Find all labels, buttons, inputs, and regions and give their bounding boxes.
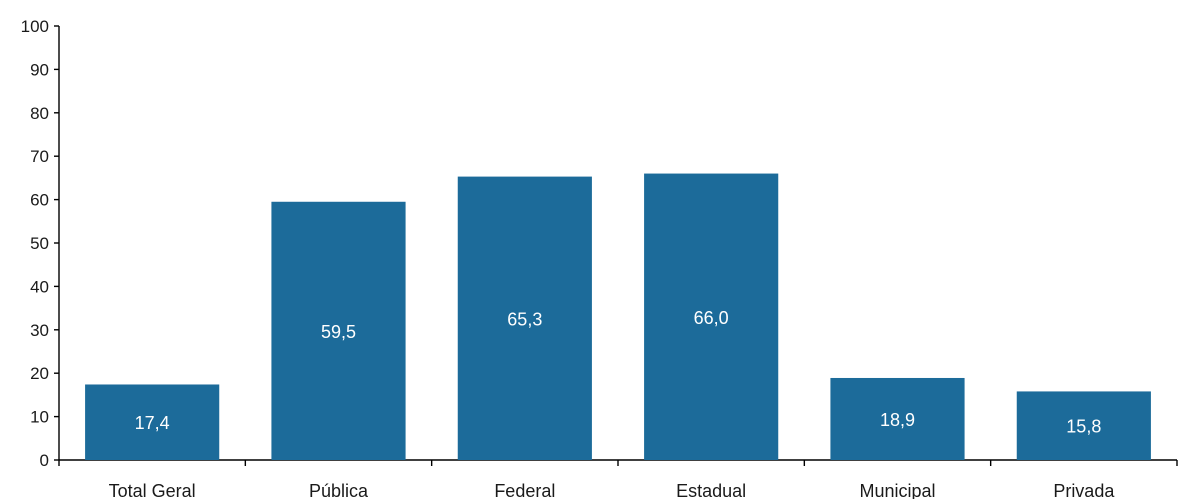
bar-value-label: 18,9 (880, 410, 915, 430)
x-category-label: Estadual (676, 481, 746, 499)
x-category-label: Total Geral (109, 481, 196, 499)
x-category-label: Municipal (859, 481, 935, 499)
bar-value-label: 17,4 (135, 413, 170, 433)
x-category-label: Privada (1053, 481, 1115, 499)
bar-value-label: 15,8 (1066, 417, 1101, 437)
x-category-label: Federal (494, 481, 555, 499)
y-tick-label: 90 (30, 60, 49, 79)
x-axis: Total Geral Pública Federal Estadual Municip… (58, 459, 1178, 499)
bar-value-label: 65,3 (507, 309, 542, 329)
y-tick-label: 30 (30, 321, 49, 340)
bar-value-label: 59,5 (321, 322, 356, 342)
bar-0 (85, 384, 220, 460)
y-tick-label: 100 (21, 17, 49, 36)
bar-1 (271, 201, 406, 460)
bar-3 (644, 173, 779, 460)
y-tick-label: 80 (30, 104, 49, 123)
y-tick-label: 20 (30, 364, 49, 383)
bar-value-label: 66,0 (694, 308, 729, 328)
y-tick-label: 0 (40, 451, 49, 470)
y-tick-label: 50 (30, 234, 49, 253)
y-tick-label: 70 (30, 147, 49, 166)
y-tick-label: 10 (30, 408, 49, 427)
bars (85, 173, 1151, 460)
bar-4 (830, 377, 965, 460)
bar-5 (1016, 391, 1151, 460)
y-tick-label: 40 (30, 277, 49, 296)
bar-2 (457, 176, 592, 460)
x-category-label: Pública (309, 481, 369, 499)
y-axis: 0 10 20 30 40 50 60 70 80 90 100 (21, 17, 60, 470)
y-tick-label: 60 (30, 191, 49, 210)
data-labels: 17,4 59,5 65,3 66,0 18,9 15,8 (135, 308, 1102, 437)
